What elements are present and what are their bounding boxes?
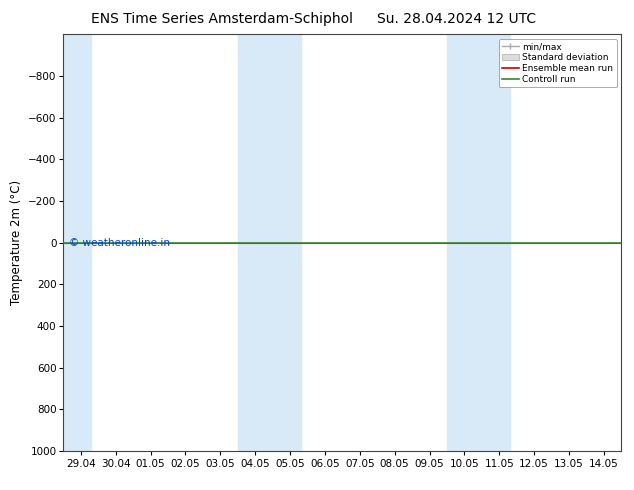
Bar bbox=[63, 34, 91, 451]
Text: ENS Time Series Amsterdam-Schiphol: ENS Time Series Amsterdam-Schiphol bbox=[91, 12, 353, 26]
Y-axis label: Temperature 2m (°C): Temperature 2m (°C) bbox=[10, 180, 23, 305]
Legend: min/max, Standard deviation, Ensemble mean run, Controll run: min/max, Standard deviation, Ensemble me… bbox=[499, 39, 617, 87]
Text: Su. 28.04.2024 12 UTC: Su. 28.04.2024 12 UTC bbox=[377, 12, 536, 26]
Bar bbox=[238, 34, 301, 451]
Bar bbox=[447, 34, 510, 451]
Text: © weatheronline.in: © weatheronline.in bbox=[69, 238, 170, 247]
